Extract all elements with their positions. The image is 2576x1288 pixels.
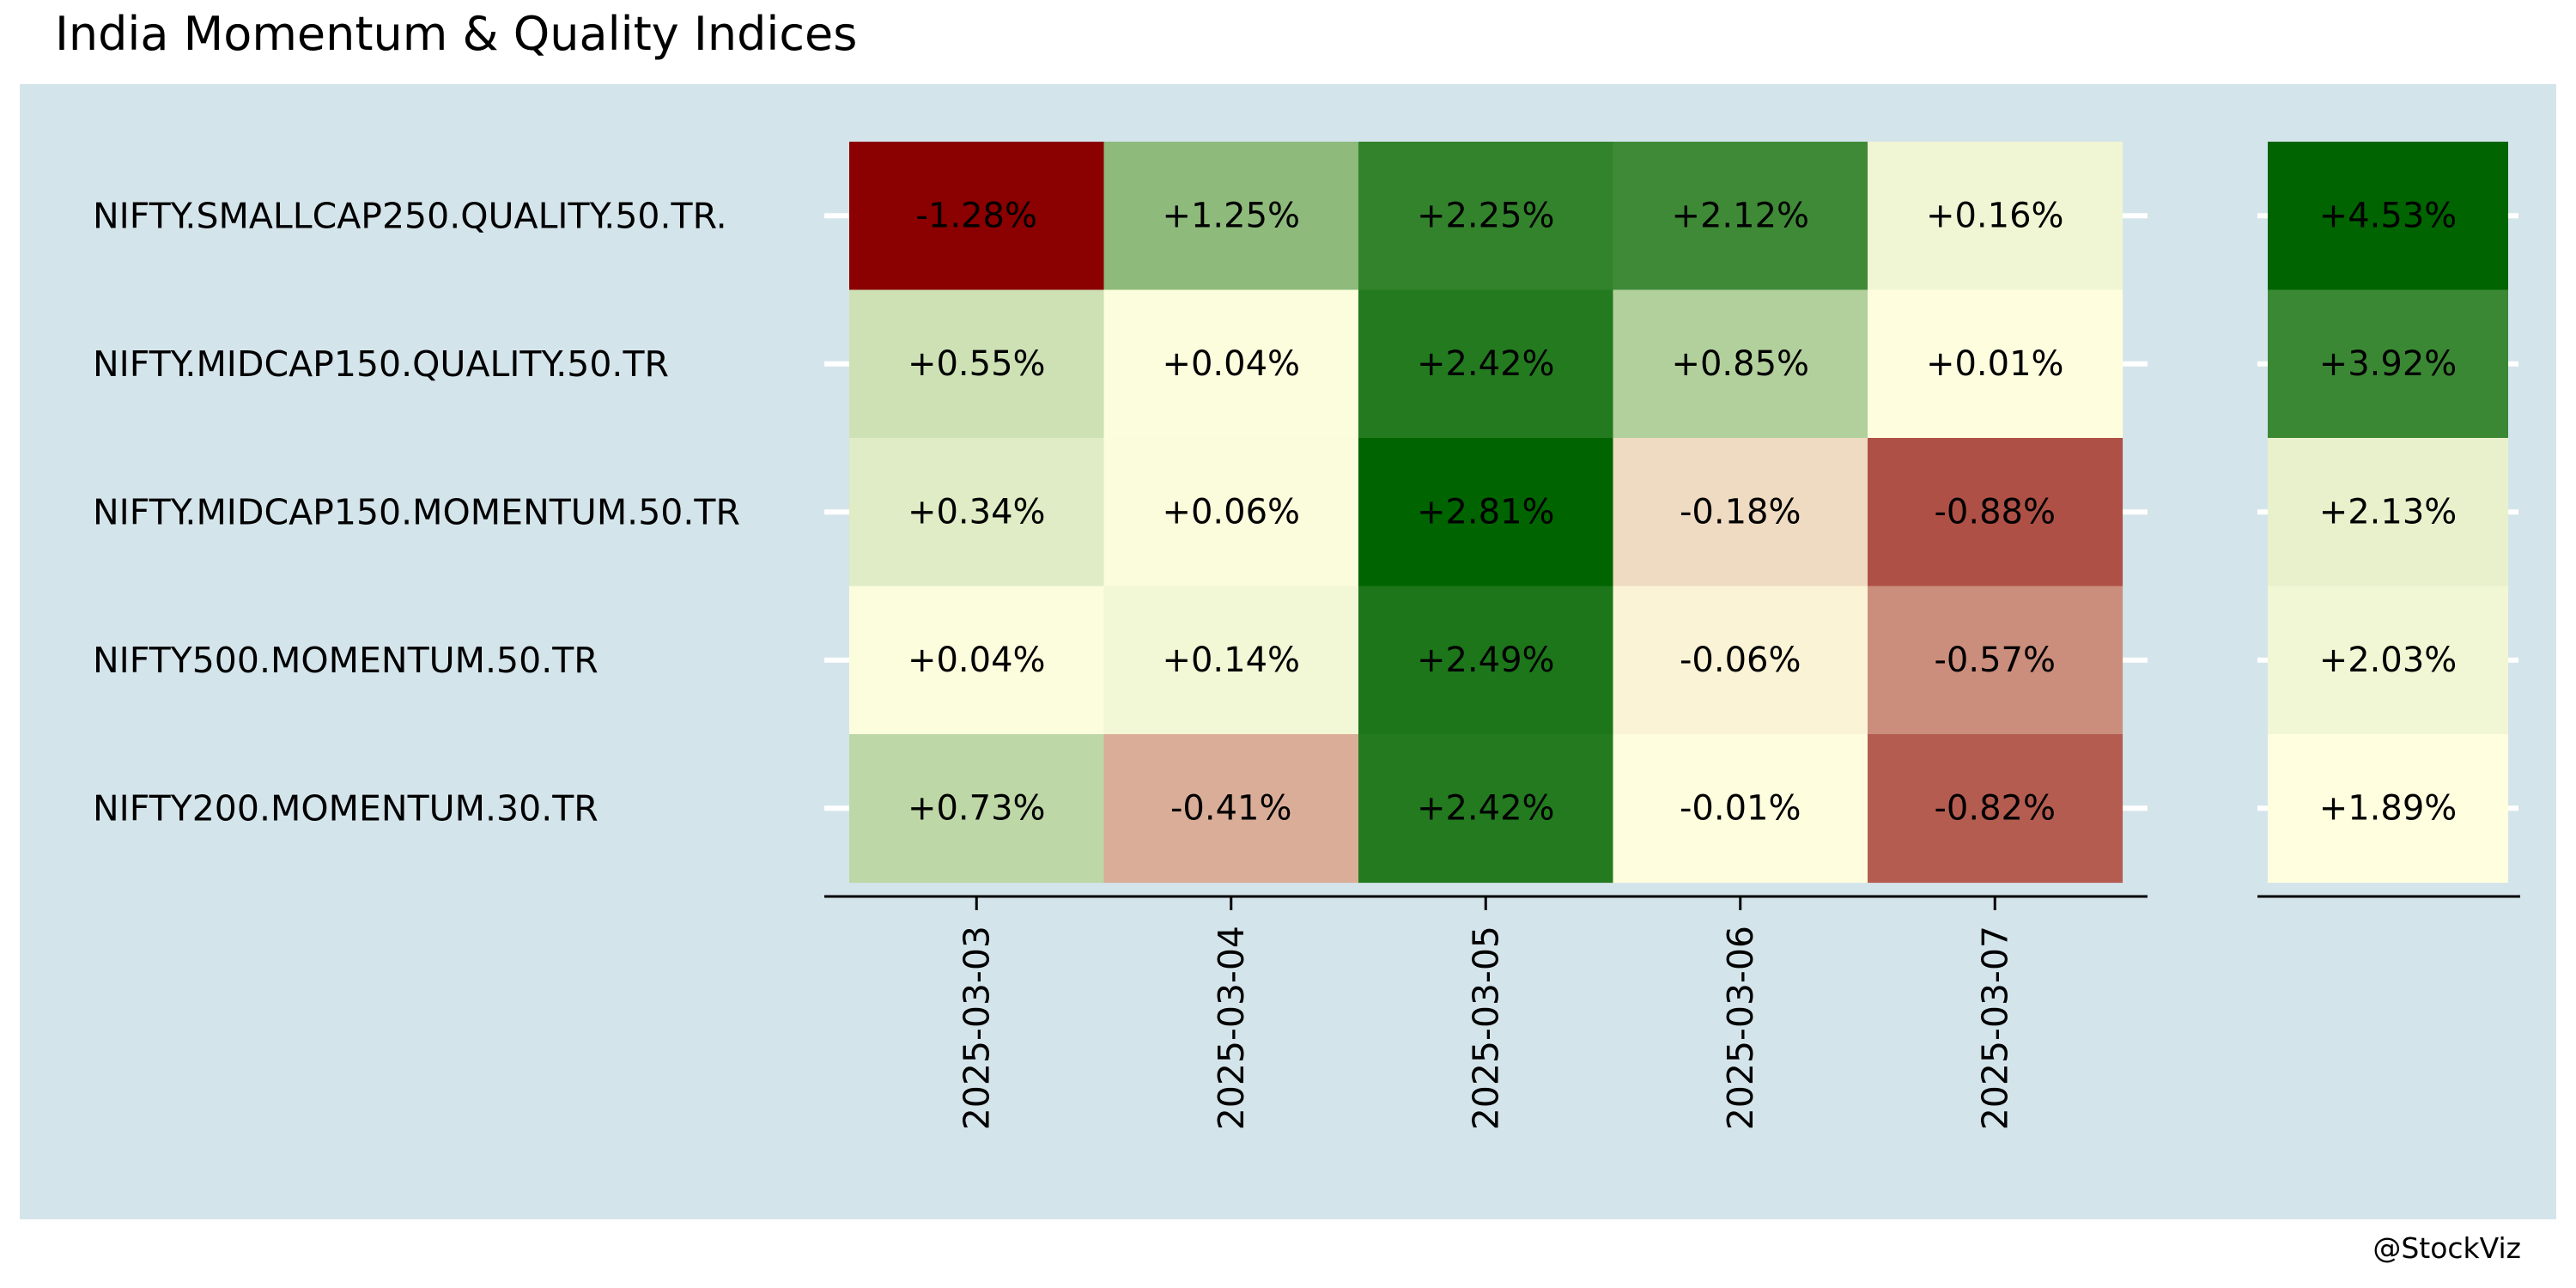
x-axis-tick-label: 2025-03-05	[1465, 926, 1506, 1130]
total-value-label: +2.03%	[2319, 641, 2458, 680]
cell-value-label: -0.57%	[1934, 641, 2056, 680]
cell-value-label: +0.55%	[908, 344, 1046, 384]
y-axis-tick-label: NIFTY.MIDCAP150.QUALITY.50.TR	[93, 343, 669, 385]
total-cell	[2268, 586, 2508, 735]
heatmap-cell	[1868, 142, 2123, 291]
cell-value-label: -0.41%	[1170, 788, 1292, 828]
heatmap-cell	[1103, 734, 1359, 884]
heatmap-cell	[849, 586, 1105, 735]
heatmap-cell	[1358, 142, 1614, 291]
cell-value-label: -1.28%	[915, 196, 1037, 235]
chart-title: India Momentum & Quality Indices	[55, 7, 858, 61]
cell-value-label: -0.18%	[1680, 492, 1801, 532]
total-value-label: +3.92%	[2319, 344, 2458, 384]
heatmap-cell	[1103, 142, 1359, 291]
heatmap-cell	[1358, 438, 1614, 587]
cell-value-label: +2.42%	[1417, 788, 1555, 828]
heatmap-cell	[1613, 289, 1868, 439]
heatmap-cell	[1103, 289, 1359, 439]
cell-value-label: -0.88%	[1934, 492, 2056, 532]
cell-value-label: +2.25%	[1417, 196, 1555, 235]
heatmap-cell	[849, 289, 1105, 439]
heatmap-cell	[1613, 142, 1868, 291]
y-axis-tick-label: NIFTY200.MOMENTUM.30.TR	[93, 787, 598, 829]
cell-value-label: +2.12%	[1671, 196, 1809, 235]
heatmap-cell	[1358, 289, 1614, 439]
heatmap-cell	[849, 734, 1105, 884]
total-value-label: +4.53%	[2319, 196, 2458, 235]
x-axis-tick-label: 2025-03-03	[956, 926, 997, 1130]
cell-value-label: +0.04%	[1162, 344, 1300, 384]
chart-caption: @StockViz	[2372, 1231, 2521, 1265]
x-axis-tick-label: 2025-03-06	[1720, 926, 1761, 1130]
total-value-label: +1.89%	[2319, 788, 2458, 828]
total-cell	[2268, 142, 2508, 291]
total-cell	[2268, 289, 2508, 439]
x-axis-tick-label: 2025-03-07	[1974, 926, 2015, 1130]
heatmap-cell	[1868, 438, 2123, 587]
cell-value-label: -0.82%	[1934, 788, 2056, 828]
cell-value-label: +0.85%	[1671, 344, 1809, 384]
cell-value-label: +1.25%	[1162, 196, 1300, 235]
heatmap-cell	[1868, 586, 2123, 735]
total-cell	[2268, 734, 2508, 884]
cell-value-label: -0.01%	[1680, 788, 1801, 828]
cell-value-label: +2.81%	[1417, 492, 1555, 532]
total-value-label: +2.13%	[2319, 492, 2458, 532]
heatmap-cell	[1103, 586, 1359, 735]
x-axis-tick-label: 2025-03-04	[1211, 926, 1252, 1130]
cell-value-label: +0.16%	[1926, 196, 2064, 235]
heatmap-cell	[849, 438, 1105, 587]
heatmap-cell	[1868, 289, 2123, 439]
cell-value-label: +2.42%	[1417, 344, 1555, 384]
y-axis-tick-label: NIFTY.MIDCAP150.MOMENTUM.50.TR	[93, 491, 740, 532]
heatmap-cell	[1868, 734, 2123, 884]
cell-value-label: -0.06%	[1680, 641, 1801, 680]
cell-value-label: +0.04%	[908, 641, 1046, 680]
y-axis-tick-label: NIFTY500.MOMENTUM.50.TR	[93, 640, 598, 681]
cell-value-label: +0.34%	[908, 492, 1046, 532]
cell-value-label: +0.01%	[1926, 344, 2064, 384]
heatmap-cell	[1613, 438, 1868, 587]
heatmap-cell	[1358, 586, 1614, 735]
heatmap-cell	[1103, 438, 1359, 587]
total-cell	[2268, 438, 2508, 587]
heatmap-cell	[1613, 586, 1868, 735]
heatmap-cell	[1358, 734, 1614, 884]
cell-value-label: +0.06%	[1162, 492, 1300, 532]
heatmap-cell	[849, 142, 1105, 291]
heatmap-cell	[1613, 734, 1868, 884]
cell-value-label: +2.49%	[1417, 641, 1555, 680]
cell-value-label: +0.73%	[908, 788, 1046, 828]
cell-value-label: +0.14%	[1162, 641, 1300, 680]
y-axis-tick-label: NIFTY.SMALLCAP250.QUALITY.50.TR.	[93, 195, 727, 236]
